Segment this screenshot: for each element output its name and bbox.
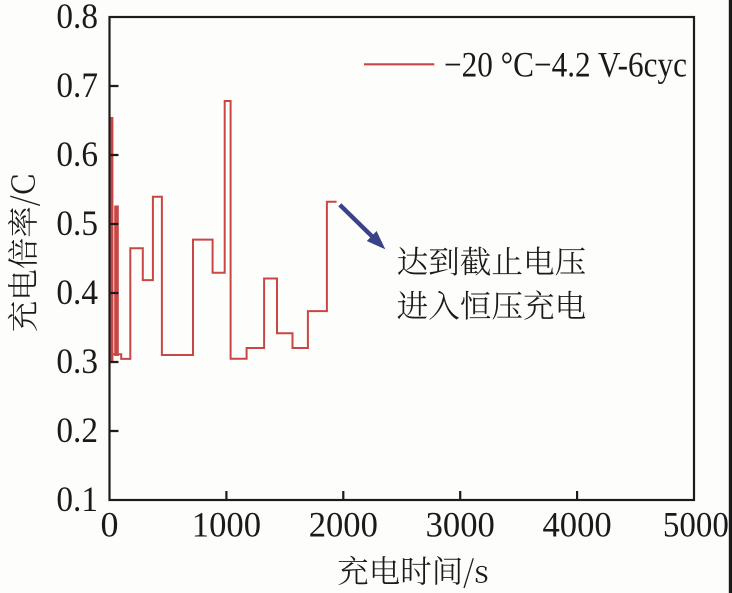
svg-text:0: 0 (101, 505, 119, 545)
svg-text:5000: 5000 (663, 505, 729, 545)
svg-text:0.7: 0.7 (56, 65, 98, 105)
svg-text:1000: 1000 (192, 505, 261, 545)
svg-text:2000: 2000 (309, 505, 378, 545)
svg-text:0.3: 0.3 (56, 341, 98, 381)
svg-text:0.2: 0.2 (56, 410, 98, 450)
svg-text:4000: 4000 (543, 505, 612, 545)
svg-text:0.4: 0.4 (56, 272, 98, 312)
svg-text:3000: 3000 (426, 505, 495, 545)
svg-text:0.8: 0.8 (56, 0, 98, 36)
svg-text:−20 °C−4.2 V-6cyc: −20 °C−4.2 V-6cyc (444, 45, 687, 85)
svg-text:0.6: 0.6 (56, 134, 98, 174)
svg-text:0.5: 0.5 (56, 203, 98, 243)
svg-text:0.1: 0.1 (56, 479, 98, 519)
